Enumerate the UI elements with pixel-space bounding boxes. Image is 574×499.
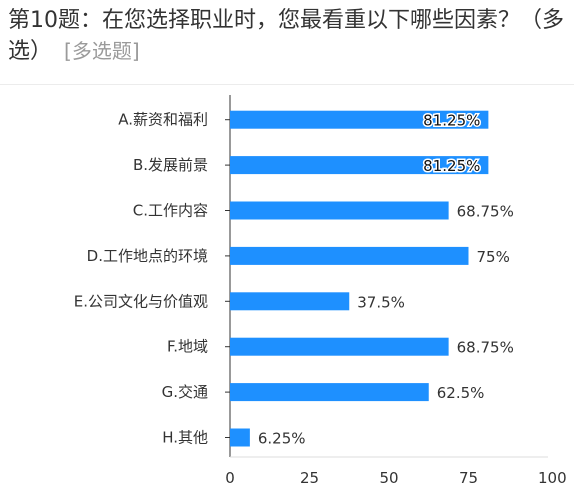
value-label-1: 81.25% [423,112,480,130]
category-label-1: A.薪资和福利 [118,111,208,129]
category-label-2: B.发展前景 [133,156,208,174]
value-label-2: 81.25% [423,157,480,175]
bar-7 [230,383,429,402]
x-tick-label-75: 75 [459,469,478,487]
category-label-5: E.公司文化与价值观 [74,292,208,310]
question-block: 第10题：在您选择职业时，您最看重以下哪些因素？（多选） [多选题] [8,6,568,67]
bar-8 [230,428,250,447]
chart-panel: A.薪资和福利 81.25% B.发展前景 81.25% C.工作内容 68.75% D.工… [0,84,574,499]
x-tick-label-0: 0 [225,469,235,487]
category-label-7: G.交通 [162,383,208,401]
bar-chart: A.薪资和福利 81.25% B.发展前景 81.25% C.工作内容 68.75% D.工… [74,95,567,487]
question-title: 第10题：在您选择职业时，您最看重以下哪些因素？（多选） [8,8,564,64]
bar-5 [230,292,350,311]
category-label-4: D.工作地点的环境 [87,247,208,265]
value-label-8: 6.25% [258,430,306,448]
category-label-8: H.其他 [162,429,208,447]
value-label-7: 62.5% [437,384,485,402]
value-label-4: 75% [477,248,510,266]
x-tick-label-50: 50 [379,469,398,487]
x-tick-label-100: 100 [538,469,567,487]
bar-2 [230,156,489,175]
bar-3 [230,201,449,220]
bar-1 [230,110,489,129]
value-label-3: 68.75% [457,203,514,221]
bar-4 [230,246,469,265]
category-label-6: F.地域 [167,338,208,356]
x-tick-label-25: 25 [300,469,319,487]
bar-6 [230,337,449,356]
value-label-6: 68.75% [457,339,514,357]
value-label-5: 37.5% [357,293,405,311]
category-label-3: C.工作内容 [133,202,208,220]
question-type-tag: [多选题] [64,39,140,63]
